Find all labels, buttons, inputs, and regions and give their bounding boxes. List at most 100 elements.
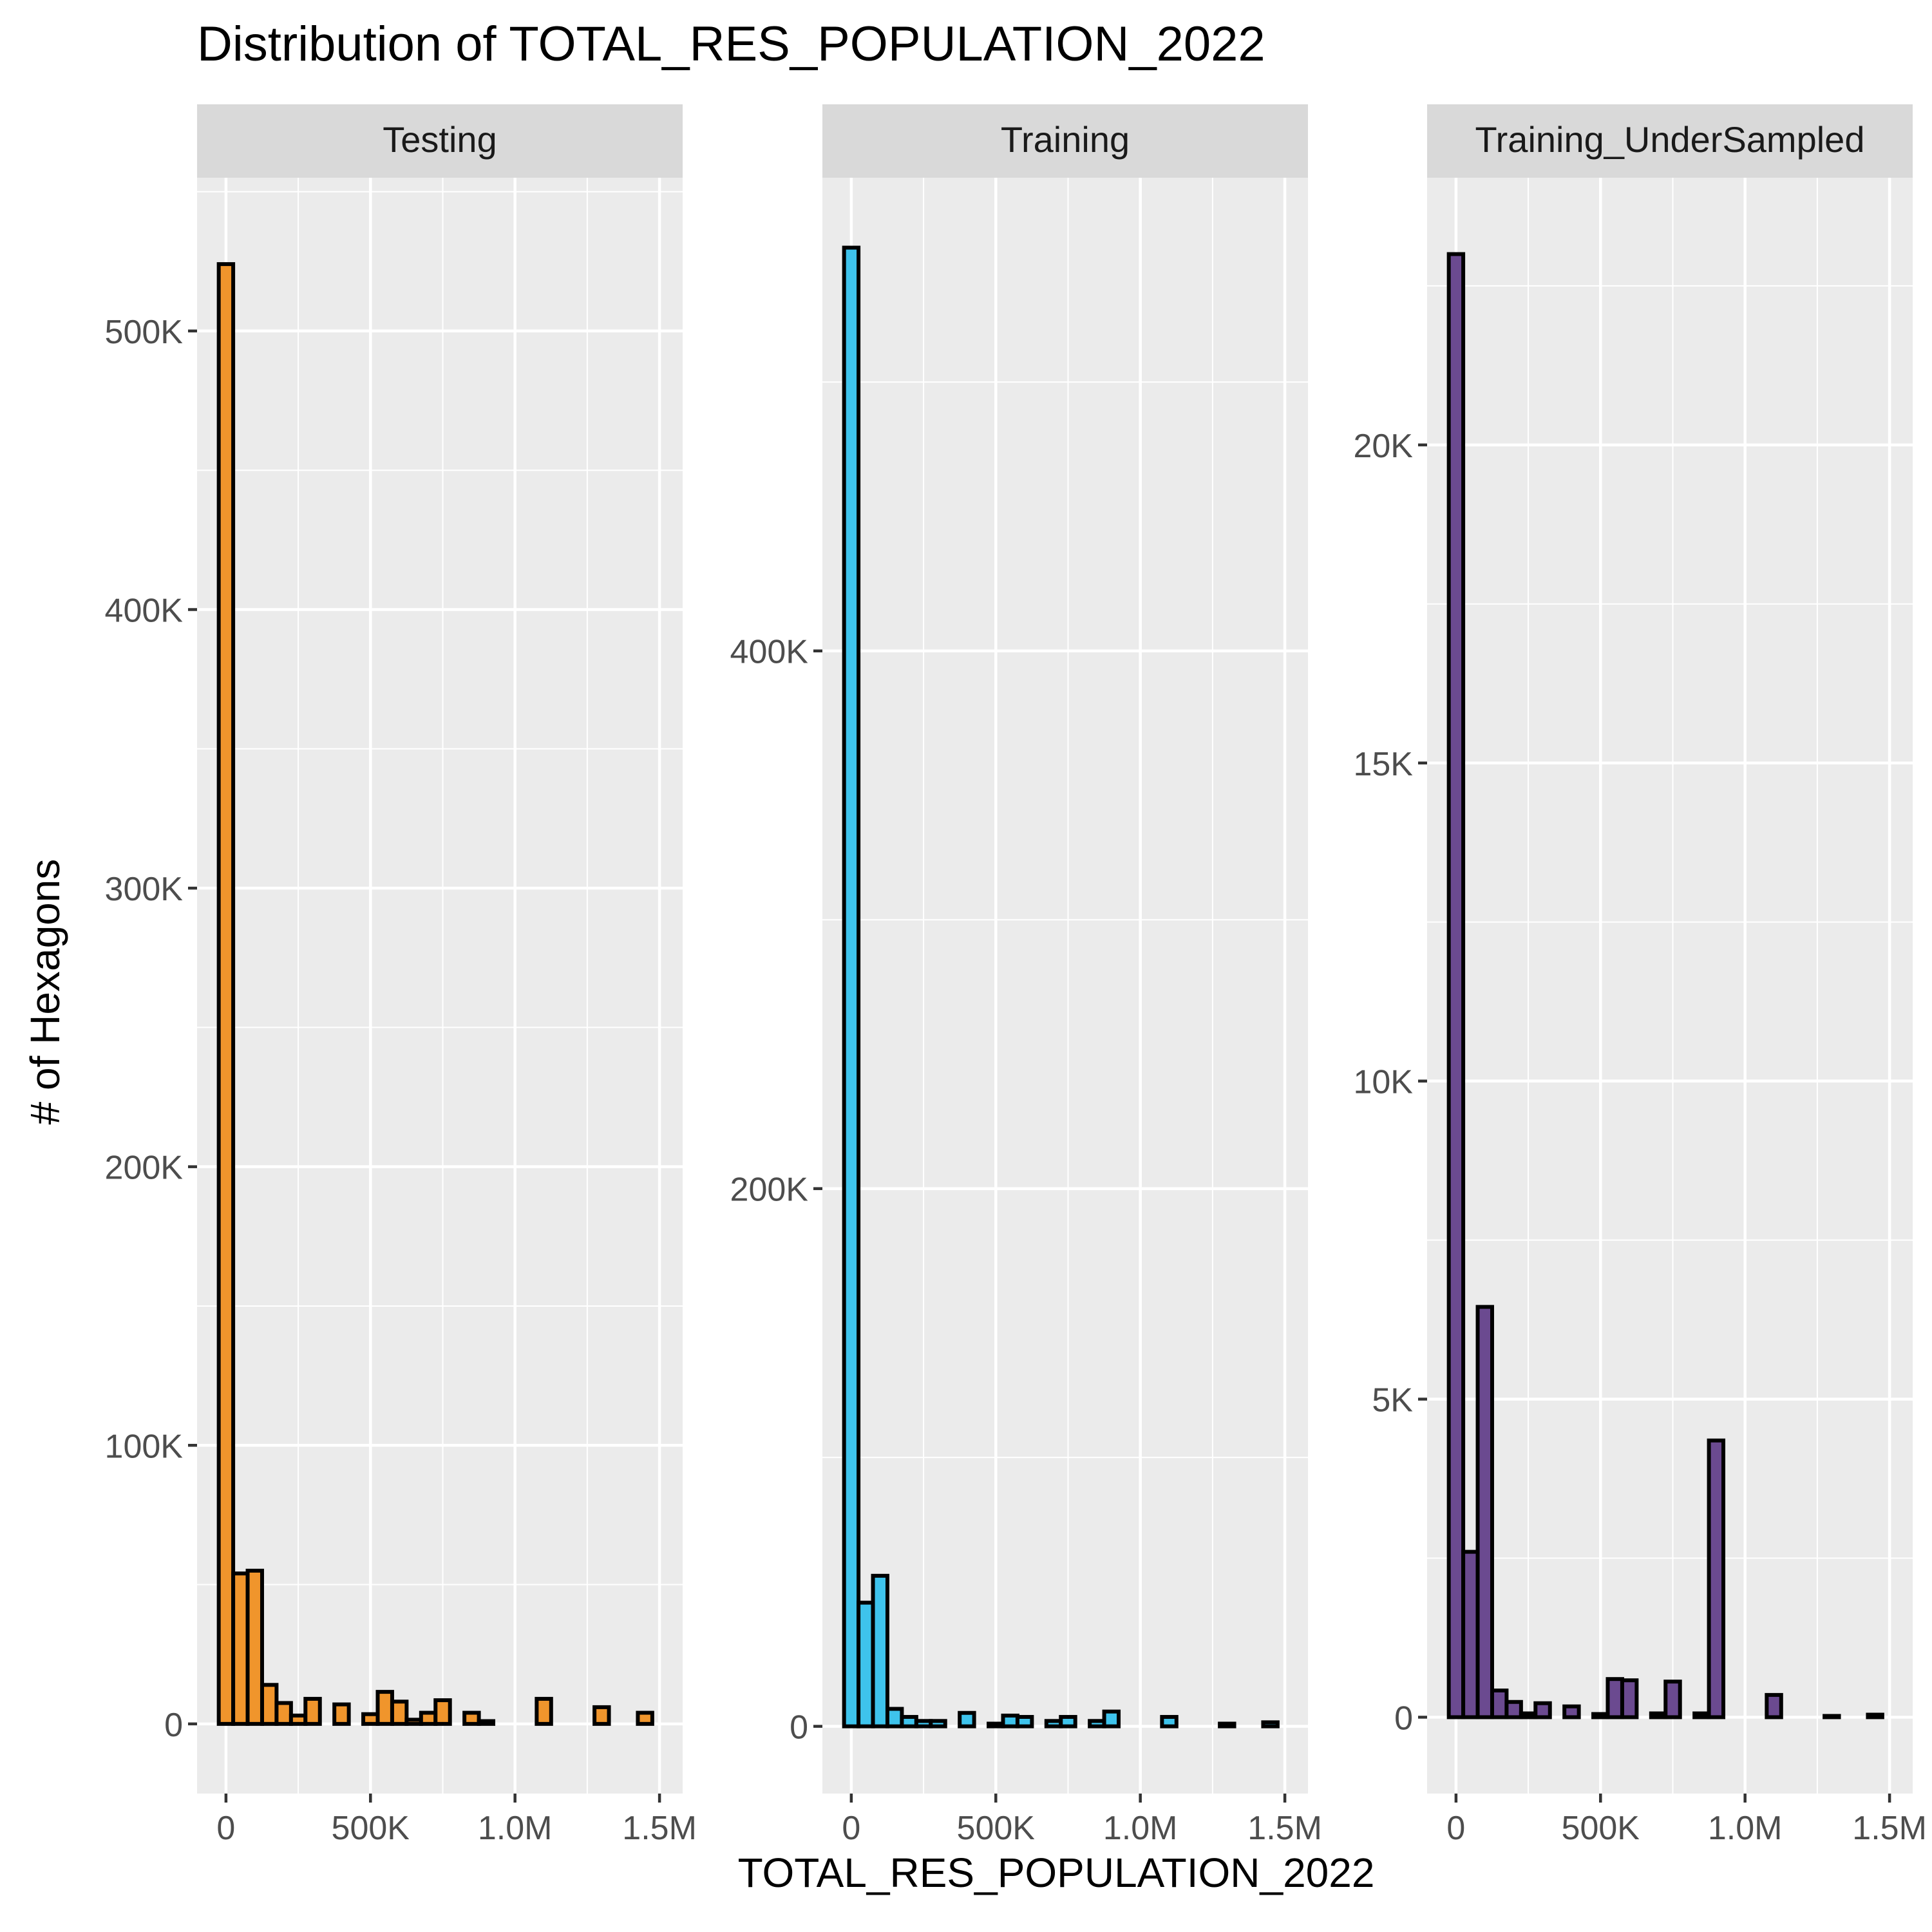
histogram-bar [871,1573,889,1728]
histogram-bar [1649,1711,1668,1719]
panel-background [822,178,1308,1794]
histogram-bar [332,1702,351,1726]
histogram-bar [1591,1712,1610,1719]
facet-panel-training: Training 0 200K 400K 0 500K 1.0M 1.5M [730,104,1322,1847]
y-tick-label: 300K [105,871,184,908]
histogram-bar [462,1710,481,1726]
x-tick-label: 1.0M [478,1810,553,1847]
y-tick-label: 400K [105,592,184,630]
x-tick-label: 500K [957,1810,1036,1847]
histogram-bar [1620,1678,1639,1719]
panel-background [197,178,683,1794]
y-tick-label: 10K [1353,1064,1413,1101]
x-axis-title: TOTAL_RES_POPULATION_2022 [738,1850,1375,1896]
x-tick-label: 0 [842,1810,860,1847]
histogram-bar [1001,1713,1019,1728]
histogram-bar [1446,252,1466,1719]
histogram-bar [1044,1719,1063,1728]
histogram-bar [390,1700,409,1726]
histogram-bar [375,1690,394,1726]
histogram-bar [929,1719,947,1728]
y-tick-label: 0 [1394,1700,1413,1737]
histogram-bar [1605,1677,1624,1719]
facet-strip [197,104,683,178]
histogram-bar [1015,1715,1034,1728]
y-tick-label: 500K [105,314,184,351]
x-tick-label: 1.0M [1103,1810,1178,1847]
facet-strip [1427,104,1913,178]
histogram-bar [1490,1688,1509,1719]
histogram-bar [1866,1712,1884,1719]
histogram-bar [842,245,861,1728]
facet-strip-label: Testing [383,119,497,160]
histogram-bars [216,262,654,1726]
histogram-bar [361,1712,380,1726]
histogram-bar [1088,1719,1106,1728]
histogram-bar [303,1696,322,1726]
x-tick-label: 0 [216,1810,235,1847]
histogram-bar [1059,1715,1077,1728]
x-tick-label: 500K [1562,1810,1640,1847]
y-tick-label: 0 [790,1709,808,1747]
histogram-bar [216,262,236,1726]
chart-title: Distribution of TOTAL_RES_POPULATION_202… [197,17,1265,71]
histogram-bar [1218,1721,1236,1728]
facet-panel-testing: Testing 0 100K 200K 300K 400K 500K 0 500K 1.0M 1.5… [105,104,697,1847]
histogram-bar [289,1713,308,1726]
x-tick-label: 500K [332,1810,410,1847]
histogram-bar [636,1710,654,1726]
histogram-bar [885,1707,904,1728]
y-tick-label: 5K [1372,1382,1413,1419]
histogram-bar [958,1710,976,1728]
x-tick-label: 1.0M [1708,1810,1783,1847]
facet-strip-label: Training_UnderSampled [1475,119,1865,160]
y-tick-label: 200K [105,1150,184,1187]
facet-strip [822,104,1308,178]
histogram-bar [274,1701,293,1726]
histogram-bar [1504,1700,1523,1719]
histogram-bar [1160,1715,1179,1728]
facet-panels: Testing 0 100K 200K 300K 400K 500K 0 500K 1.0M 1.5… [105,104,1927,1847]
histogram-bar [914,1719,933,1728]
histogram-bar [592,1705,611,1726]
histogram-bar [404,1718,423,1726]
histogram-bar [1823,1714,1841,1719]
y-tick-label: 100K [105,1428,184,1465]
facet-panel-training_undersampled: Training_UnderSampled 0 5K 10K 15K 20K 0 500K 1.… [1353,104,1927,1847]
histogram-bar [419,1710,438,1726]
histogram-bar [1533,1701,1552,1719]
histogram-bar [900,1715,918,1728]
histogram-bars [1446,252,1884,1719]
x-tick-label: 1.5M [1247,1810,1322,1847]
histogram-bar [260,1683,279,1726]
histogram-bars [842,245,1280,1728]
histogram-bar [477,1719,496,1726]
histogram-bar [1519,1711,1538,1719]
x-tick-label: 1.5M [1852,1810,1927,1847]
histogram-bar [1261,1720,1280,1728]
y-tick-label: 200K [730,1171,809,1209]
histogram-bar [1663,1680,1682,1719]
histogram-bar [1707,1438,1726,1719]
y-tick-label: 400K [730,634,809,671]
y-tick-label: 0 [164,1707,183,1744]
histogram-bar [245,1568,264,1726]
x-tick-label: 0 [1446,1810,1465,1847]
facet-strip-label: Training [1001,119,1130,160]
y-tick-label: 15K [1353,746,1413,783]
panel-background [1427,178,1913,1794]
histogram-bar [433,1698,452,1726]
histogram-bar [1461,1549,1480,1719]
histogram-bar [1102,1709,1121,1728]
histogram-bar [1692,1711,1711,1719]
histogram-bar [1765,1692,1783,1719]
histogram-bar [1562,1704,1581,1719]
histogram-bar [231,1571,250,1726]
histogram-bar [535,1696,553,1726]
y-tick-label: 20K [1353,428,1413,465]
y-axis-title: # of Hexagons [22,859,68,1125]
x-tick-label: 1.5M [622,1810,697,1847]
histogram-bar [857,1600,875,1728]
histogram-bar [1475,1305,1494,1719]
